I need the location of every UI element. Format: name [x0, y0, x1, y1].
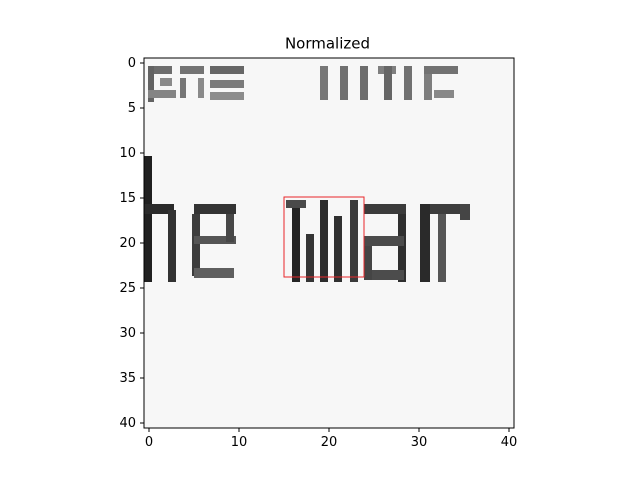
- y-tick-label: 25: [119, 281, 136, 296]
- y-tick-label: 0: [128, 56, 136, 71]
- y-axis: 0 5 10 15 20 25 30 35 40: [119, 56, 144, 431]
- main-text-row: [144, 156, 470, 282]
- highlight-box: [283, 196, 365, 278]
- chart-title: Normalized: [285, 35, 370, 53]
- x-tick-label: 20: [321, 435, 338, 450]
- y-tick-label: 30: [119, 326, 136, 341]
- x-tick-label: 30: [411, 435, 428, 450]
- image-plot-area: [144, 58, 514, 428]
- x-tick-label: 40: [501, 435, 518, 450]
- y-tick-label: 40: [119, 416, 136, 431]
- faint-upper-text-row: [148, 66, 458, 102]
- x-axis: 0 10 20 30 40: [145, 428, 517, 450]
- y-tick-label: 35: [119, 371, 136, 386]
- x-tick-label: 10: [231, 435, 248, 450]
- x-tick-label: 0: [145, 435, 153, 450]
- y-tick-label: 5: [128, 101, 136, 116]
- y-tick-label: 20: [119, 236, 136, 251]
- axes: 0 10 20 30 40 0 5 10 15 20 25 30 35 40: [119, 56, 517, 450]
- y-tick-label: 10: [119, 146, 136, 161]
- y-tick-label: 15: [119, 191, 136, 206]
